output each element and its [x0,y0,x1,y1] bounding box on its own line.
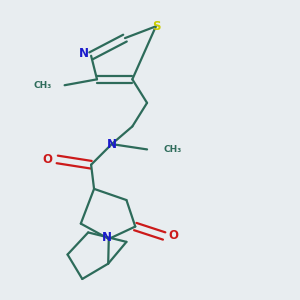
Text: N: N [107,138,117,151]
Text: N: N [102,231,112,244]
Text: N: N [79,47,89,60]
Text: CH₃: CH₃ [33,81,51,90]
Text: O: O [43,153,53,166]
Text: O: O [169,230,178,242]
Text: S: S [152,20,160,33]
Text: CH₃: CH₃ [163,145,182,154]
